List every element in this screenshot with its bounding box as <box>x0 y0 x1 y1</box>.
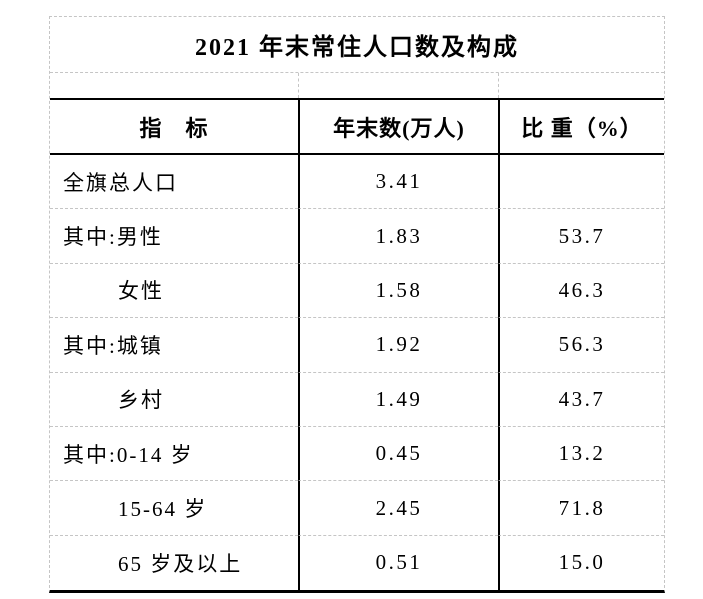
table-row-total-population: 全旗总人口 3.41 <box>50 155 664 210</box>
row-indicator: 乡村 <box>50 373 298 427</box>
col-header-share: 比 重（%） <box>498 100 664 153</box>
row-indicator: 15-64 岁 <box>50 481 298 536</box>
row-share-value: 43.7 <box>498 372 664 427</box>
row-yearend-value: 1.49 <box>298 372 498 427</box>
spacer-cell <box>298 73 498 98</box>
row-share-value: 46.3 <box>498 263 664 319</box>
table-row-female: 女性 1.58 46.3 <box>50 263 664 319</box>
row-share-value: 15.0 <box>498 535 664 590</box>
row-indicator: 其中:城镇 <box>50 318 298 373</box>
row-yearend-value: 1.92 <box>298 318 498 373</box>
row-yearend-value: 2.45 <box>298 481 498 536</box>
row-indicator: 全旗总人口 <box>50 155 298 210</box>
row-share-value: 71.8 <box>498 481 664 536</box>
table-row-urban: 其中:城镇 1.92 56.3 <box>50 318 664 373</box>
table-row-age-15-64: 15-64 岁 2.45 71.8 <box>50 481 664 536</box>
row-yearend-value: 1.58 <box>298 263 498 319</box>
row-share-value: 13.2 <box>498 426 664 482</box>
spacer-cell <box>50 73 298 98</box>
row-yearend-value: 0.51 <box>298 535 498 590</box>
row-indicator: 其中:0-14 岁 <box>50 427 298 482</box>
table-title-text: 2021 年末常住人口数及构成 <box>195 35 519 61</box>
spacer-row <box>50 73 664 98</box>
row-indicator: 65 岁及以上 <box>118 551 243 576</box>
row-yearend-value: 3.41 <box>298 155 498 210</box>
spacer-cell <box>498 73 664 98</box>
table-title: 2021 年末常住人口数及构成 <box>50 17 664 73</box>
table-header-row: 指 标 年末数(万人) 比 重（%） <box>50 98 664 155</box>
row-share-value <box>498 155 664 210</box>
table-row-age-0-14: 其中:0-14 岁 0.45 13.2 <box>50 426 664 482</box>
row-yearend-value: 1.83 <box>298 209 498 264</box>
population-table: 2021 年末常住人口数及构成 指 标 年末数(万人) 比 重（%） 全旗总人口… <box>49 16 665 593</box>
col-header-yearend-count: 年末数(万人) <box>298 100 498 153</box>
table-row-male: 其中:男性 1.83 53.7 <box>50 209 664 264</box>
table-row-age-65-plus: 65 岁及以上 0.51 15.0 <box>50 535 664 590</box>
row-indicator: 女性 <box>50 264 298 319</box>
col-header-indicator: 指 标 <box>139 115 209 141</box>
row-indicator: 其中:男性 <box>50 209 298 264</box>
row-share-value: 56.3 <box>498 318 664 373</box>
table-row-rural: 乡村 1.49 43.7 <box>50 372 664 427</box>
row-yearend-value: 0.45 <box>298 426 498 482</box>
row-share-value: 53.7 <box>498 209 664 264</box>
